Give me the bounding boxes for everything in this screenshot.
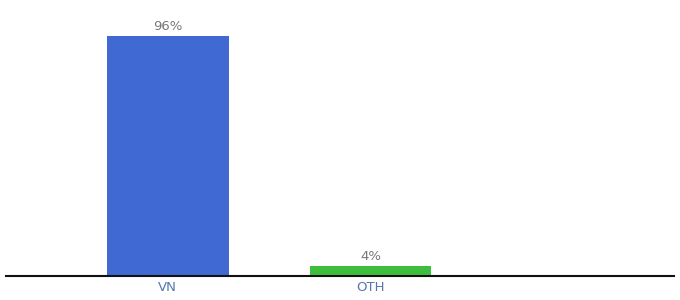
Text: 4%: 4% (360, 250, 381, 263)
Text: 96%: 96% (153, 20, 182, 33)
Bar (309, 266, 431, 276)
Bar (107, 36, 228, 276)
